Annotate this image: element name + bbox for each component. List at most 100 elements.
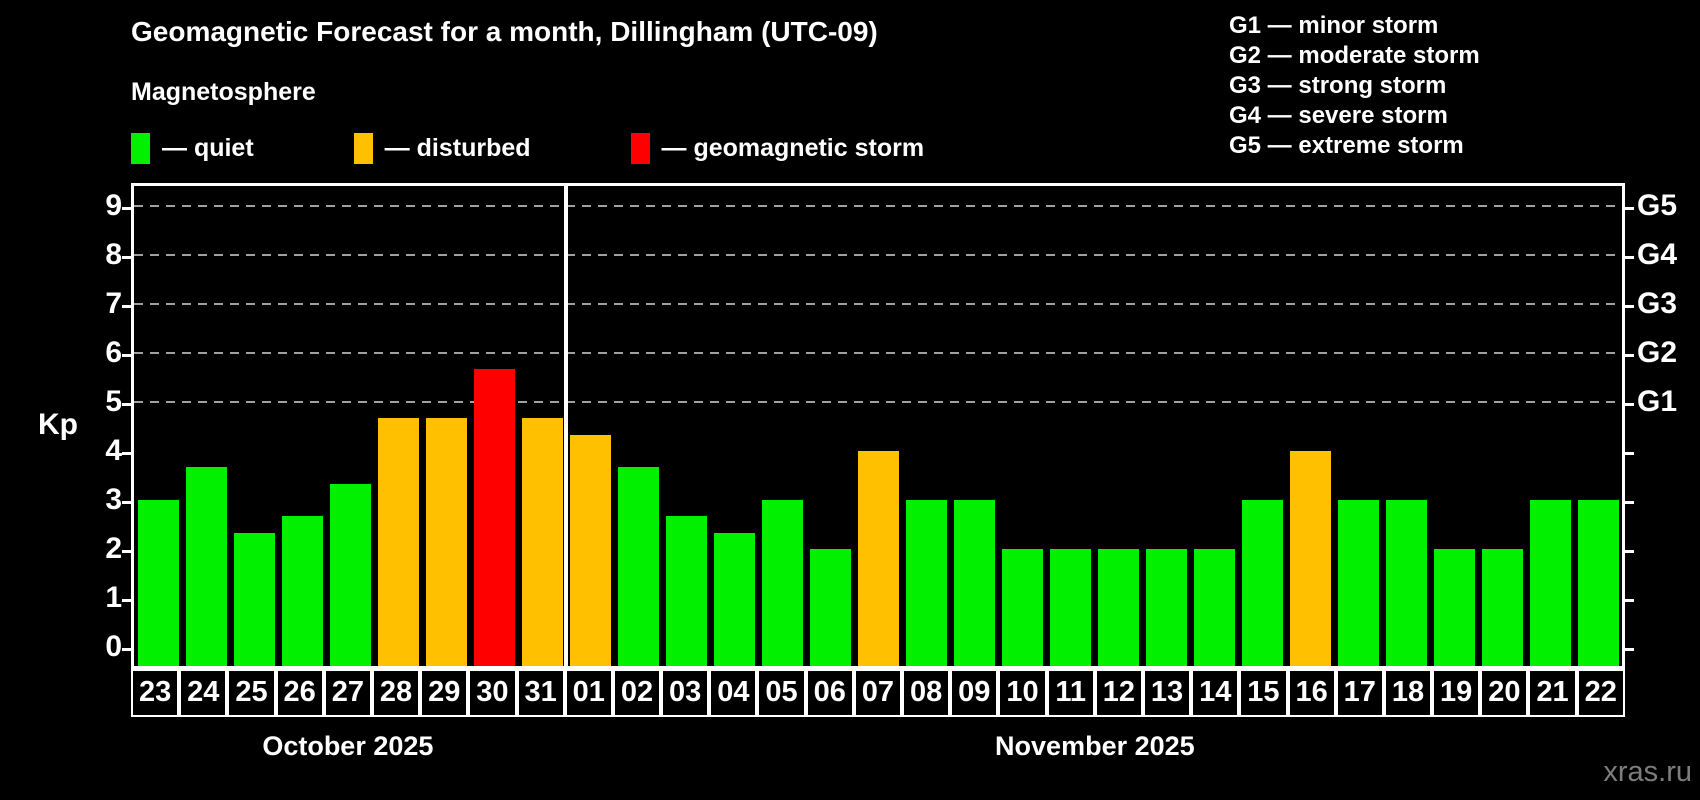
right-axis-tick-9 [1625, 207, 1634, 210]
day-label-cell-14: 14 [1191, 669, 1240, 717]
left-axis-tick-8 [122, 256, 131, 259]
g-axis-label-G2: G2 [1637, 336, 1678, 369]
plot-area [122, 183, 1634, 669]
day-label-cell-09: 09 [950, 669, 999, 717]
left-axis-tick-0 [122, 648, 131, 651]
day-label-cell-19: 19 [1432, 669, 1481, 717]
legend-item-storm: — geomagnetic storm [630, 132, 925, 164]
right-axis-tick-7 [1625, 305, 1634, 308]
kp-bar-day-05 [761, 500, 803, 666]
y-axis-tick-label-6: 6 [105, 336, 122, 369]
gridline-kp6 [134, 352, 1622, 354]
plot-inner [134, 186, 1622, 666]
kp-bar-day-06 [809, 549, 851, 666]
month-label-october: October 2025 [262, 731, 434, 761]
y-axis-tick-label-9: 9 [105, 189, 122, 222]
chart-title: Geomagnetic Forecast for a month, Dillin… [131, 16, 878, 47]
kp-bar-day-09 [953, 500, 995, 666]
gridline-kp8 [134, 254, 1622, 256]
legend-label-storm: — geomagnetic storm [661, 133, 925, 162]
left-axis-tick-4 [122, 452, 131, 455]
kp-bar-day-31 [521, 418, 563, 666]
g-scale-legend: G1 — minor storm G2 — moderate storm G3 — … [1229, 11, 1480, 161]
right-axis-tick-1 [1625, 599, 1634, 602]
kp-bar-day-18 [1385, 500, 1427, 666]
kp-bar-day-02 [617, 467, 659, 666]
left-axis-tick-5 [122, 403, 131, 406]
legend-swatch-quiet [131, 132, 150, 164]
day-label-cell-15: 15 [1239, 669, 1288, 717]
kp-bar-day-29 [425, 418, 467, 666]
kp-bar-day-25 [233, 532, 275, 666]
g-legend-line-3: G3 — strong storm [1229, 72, 1447, 99]
kp-bar-day-04 [713, 532, 755, 666]
kp-bar-day-03 [665, 516, 707, 666]
kp-bar-day-01 [569, 434, 611, 666]
right-axis-tick-0 [1625, 648, 1634, 651]
day-label-cell-29: 29 [420, 669, 469, 717]
legend-label-quiet: — quiet [162, 133, 254, 162]
day-label-cell-23: 23 [131, 669, 180, 717]
day-label-cell-12: 12 [1094, 669, 1143, 717]
day-label-cell-05: 05 [757, 669, 806, 717]
month-label-november: November 2025 [995, 731, 1195, 761]
day-label-cell-01: 01 [564, 669, 613, 717]
gridline-kp9 [134, 205, 1622, 207]
legend-swatch-storm [630, 132, 650, 164]
gridline-kp7 [134, 303, 1622, 305]
left-axis-tick-7 [122, 305, 131, 308]
day-label-cell-25: 25 [227, 669, 276, 717]
kp-level-legend: — quiet — disturbed — geomagnetic storm [131, 131, 924, 165]
day-label-cell-27: 27 [323, 669, 372, 717]
y-axis-tick-label-8: 8 [105, 238, 122, 271]
y-axis-tick-label-7: 7 [105, 287, 122, 320]
kp-bar-day-21 [1529, 500, 1571, 666]
left-axis-tick-9 [122, 207, 131, 210]
day-label-cell-21: 21 [1528, 669, 1577, 717]
day-label-cell-02: 02 [612, 669, 662, 717]
y-axis-tick-label-5: 5 [105, 385, 122, 418]
left-axis-tick-1 [122, 599, 131, 602]
g-legend-line-2: G2 — moderate storm [1229, 42, 1480, 69]
kp-bar-day-30 [473, 369, 515, 666]
chart-subtitle: Magnetosphere [131, 78, 316, 106]
kp-bar-day-08 [905, 500, 947, 666]
legend-item-quiet: — quiet [131, 132, 254, 164]
y-axis-tick-label-1: 1 [105, 581, 122, 614]
g-legend-line-1: G1 — minor storm [1229, 12, 1439, 39]
day-label-cell-16: 16 [1287, 669, 1336, 717]
watermark: xras.ru [1603, 756, 1692, 788]
day-label-cell-31: 31 [516, 669, 565, 717]
day-label-cell-26: 26 [275, 669, 324, 717]
kp-bar-day-20 [1481, 549, 1523, 666]
kp-bar-day-27 [329, 483, 371, 666]
g-legend-line-4: G4 — severe storm [1229, 102, 1448, 129]
right-axis-tick-5 [1625, 403, 1634, 406]
day-label-cell-28: 28 [371, 669, 421, 717]
day-label-cell-24: 24 [179, 669, 228, 717]
day-label-cell-30: 30 [468, 669, 517, 717]
kp-bar-day-19 [1433, 549, 1475, 666]
g-axis-label-G4: G4 [1637, 238, 1678, 271]
kp-bar-day-22 [1577, 500, 1619, 666]
right-axis-tick-6 [1625, 354, 1634, 357]
kp-bar-day-14 [1193, 549, 1235, 666]
kp-bar-day-24 [185, 467, 227, 666]
kp-bar-day-12 [1097, 549, 1139, 666]
kp-bar-day-10 [1001, 549, 1043, 666]
legend-label-disturbed: — disturbed [384, 133, 531, 162]
day-label-cell-07: 07 [853, 669, 902, 717]
kp-axis-label: Kp [38, 408, 78, 441]
kp-bar-day-11 [1049, 549, 1091, 666]
kp-bar-day-16 [1289, 451, 1331, 666]
kp-bar-day-28 [377, 418, 419, 666]
month-separator-line [564, 186, 568, 666]
day-label-cell-17: 17 [1335, 669, 1384, 717]
left-axis-tick-6 [122, 354, 131, 357]
right-axis-tick-4 [1625, 452, 1634, 455]
day-label-cell-13: 13 [1142, 669, 1192, 717]
day-label-cell-22: 22 [1576, 669, 1625, 717]
legend-item-disturbed: — disturbed [353, 132, 531, 164]
kp-bar-day-15 [1241, 500, 1283, 666]
